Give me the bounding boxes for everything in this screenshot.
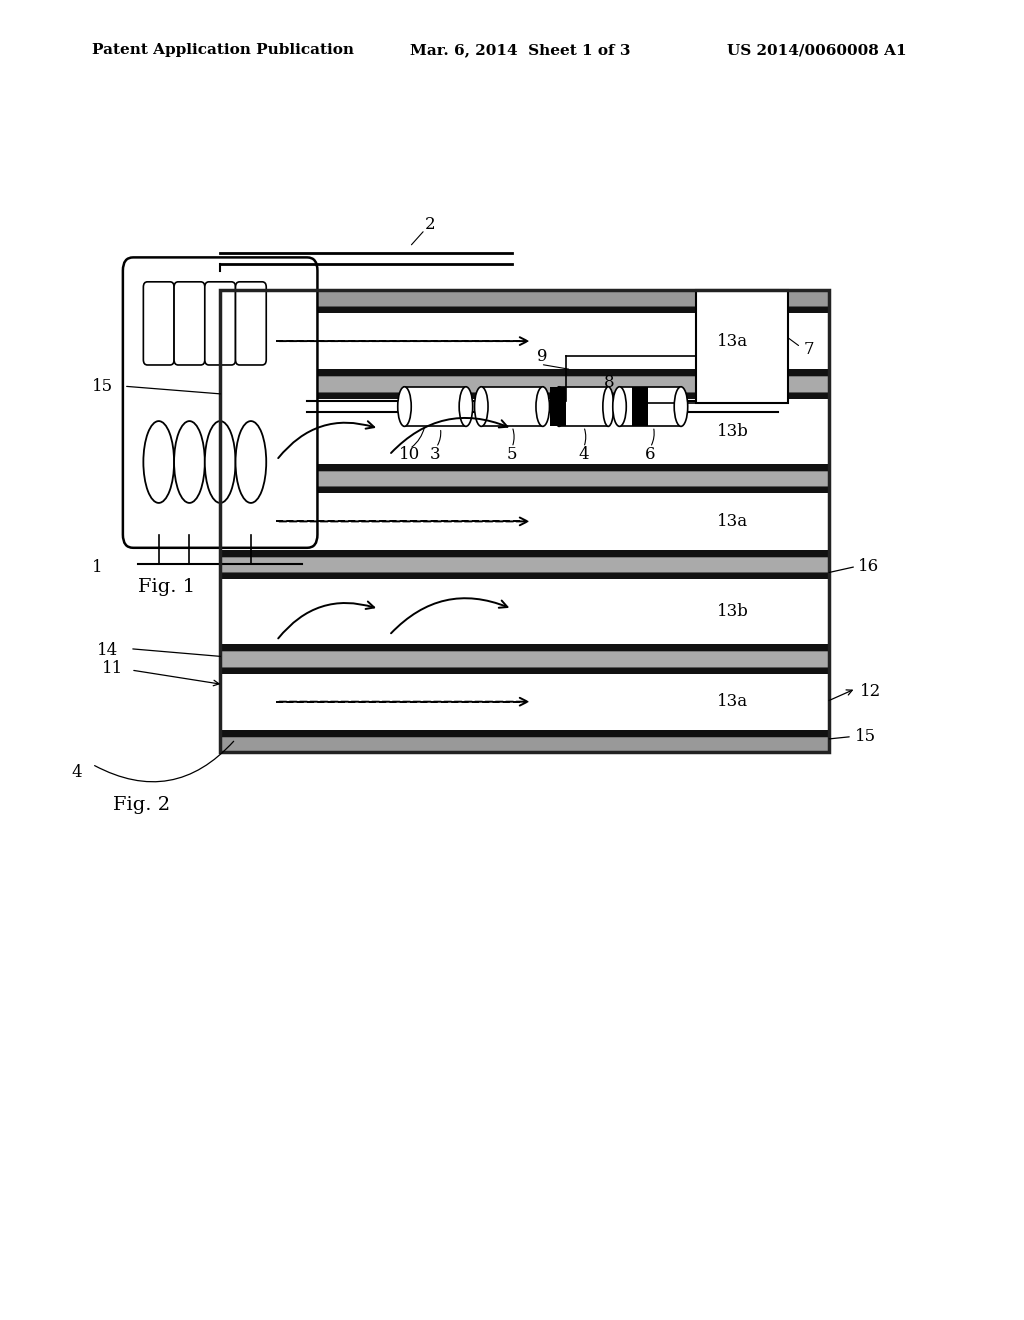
Text: 3: 3 [430, 446, 440, 462]
Ellipse shape [459, 387, 473, 426]
Bar [220, 463, 829, 471]
Ellipse shape [397, 387, 412, 426]
Bar [220, 737, 829, 752]
Ellipse shape [174, 421, 205, 503]
Text: 10: 10 [399, 446, 420, 462]
Text: 7: 7 [804, 342, 814, 358]
Bar [220, 673, 829, 730]
Bar [220, 486, 829, 494]
Ellipse shape [603, 387, 613, 426]
Text: 9: 9 [538, 348, 548, 364]
Bar [559, 387, 608, 426]
Ellipse shape [236, 421, 266, 503]
Bar [220, 306, 829, 313]
Text: Mar. 6, 2014  Sheet 1 of 3: Mar. 6, 2014 Sheet 1 of 3 [410, 44, 630, 57]
Ellipse shape [612, 387, 627, 426]
Ellipse shape [554, 387, 564, 426]
Bar [220, 471, 829, 486]
Text: 15: 15 [92, 378, 113, 395]
Bar [404, 387, 466, 426]
Bar [632, 387, 648, 426]
Bar [481, 387, 543, 426]
Text: 13b: 13b [717, 422, 749, 440]
Text: 6: 6 [645, 446, 655, 462]
Bar [220, 290, 829, 752]
Text: 13a: 13a [717, 693, 748, 710]
Text: 16: 16 [858, 558, 879, 576]
FancyBboxPatch shape [205, 281, 236, 364]
Bar [220, 572, 829, 579]
FancyBboxPatch shape [236, 281, 266, 364]
Bar [620, 387, 681, 426]
Ellipse shape [205, 421, 236, 503]
Bar [220, 730, 829, 737]
Text: Fig. 1: Fig. 1 [138, 578, 196, 597]
Text: 13a: 13a [717, 513, 748, 529]
Bar [220, 392, 829, 399]
Bar [220, 579, 829, 644]
FancyBboxPatch shape [123, 257, 317, 548]
Text: 13a: 13a [717, 333, 748, 350]
Bar [220, 399, 829, 463]
Text: US 2014/0060008 A1: US 2014/0060008 A1 [727, 44, 906, 57]
Bar [550, 387, 566, 426]
Bar [220, 644, 829, 651]
Text: Patent Application Publication: Patent Application Publication [92, 44, 354, 57]
Bar [220, 313, 829, 370]
Text: 12: 12 [860, 682, 881, 700]
Ellipse shape [143, 421, 174, 503]
Bar [220, 494, 829, 549]
Text: 4: 4 [579, 446, 589, 462]
FancyBboxPatch shape [143, 281, 174, 364]
Ellipse shape [674, 387, 688, 426]
Text: 4: 4 [72, 764, 82, 780]
Text: 5: 5 [507, 446, 517, 462]
Ellipse shape [536, 387, 550, 426]
Bar [220, 557, 829, 572]
Bar [220, 667, 829, 673]
Bar [220, 651, 829, 667]
Bar [220, 376, 829, 392]
Text: 13b: 13b [717, 603, 749, 620]
Text: 15: 15 [855, 729, 876, 744]
Bar [220, 290, 829, 306]
Text: 14: 14 [97, 642, 118, 659]
FancyBboxPatch shape [174, 281, 205, 364]
Bar [220, 549, 829, 557]
Ellipse shape [474, 387, 488, 426]
Text: 8: 8 [604, 375, 614, 391]
Bar [220, 370, 829, 376]
Text: 1: 1 [92, 560, 102, 576]
Bar [696, 290, 788, 403]
Text: 2: 2 [425, 216, 435, 232]
Text: Fig. 2: Fig. 2 [113, 796, 170, 814]
Text: 11: 11 [102, 660, 123, 677]
